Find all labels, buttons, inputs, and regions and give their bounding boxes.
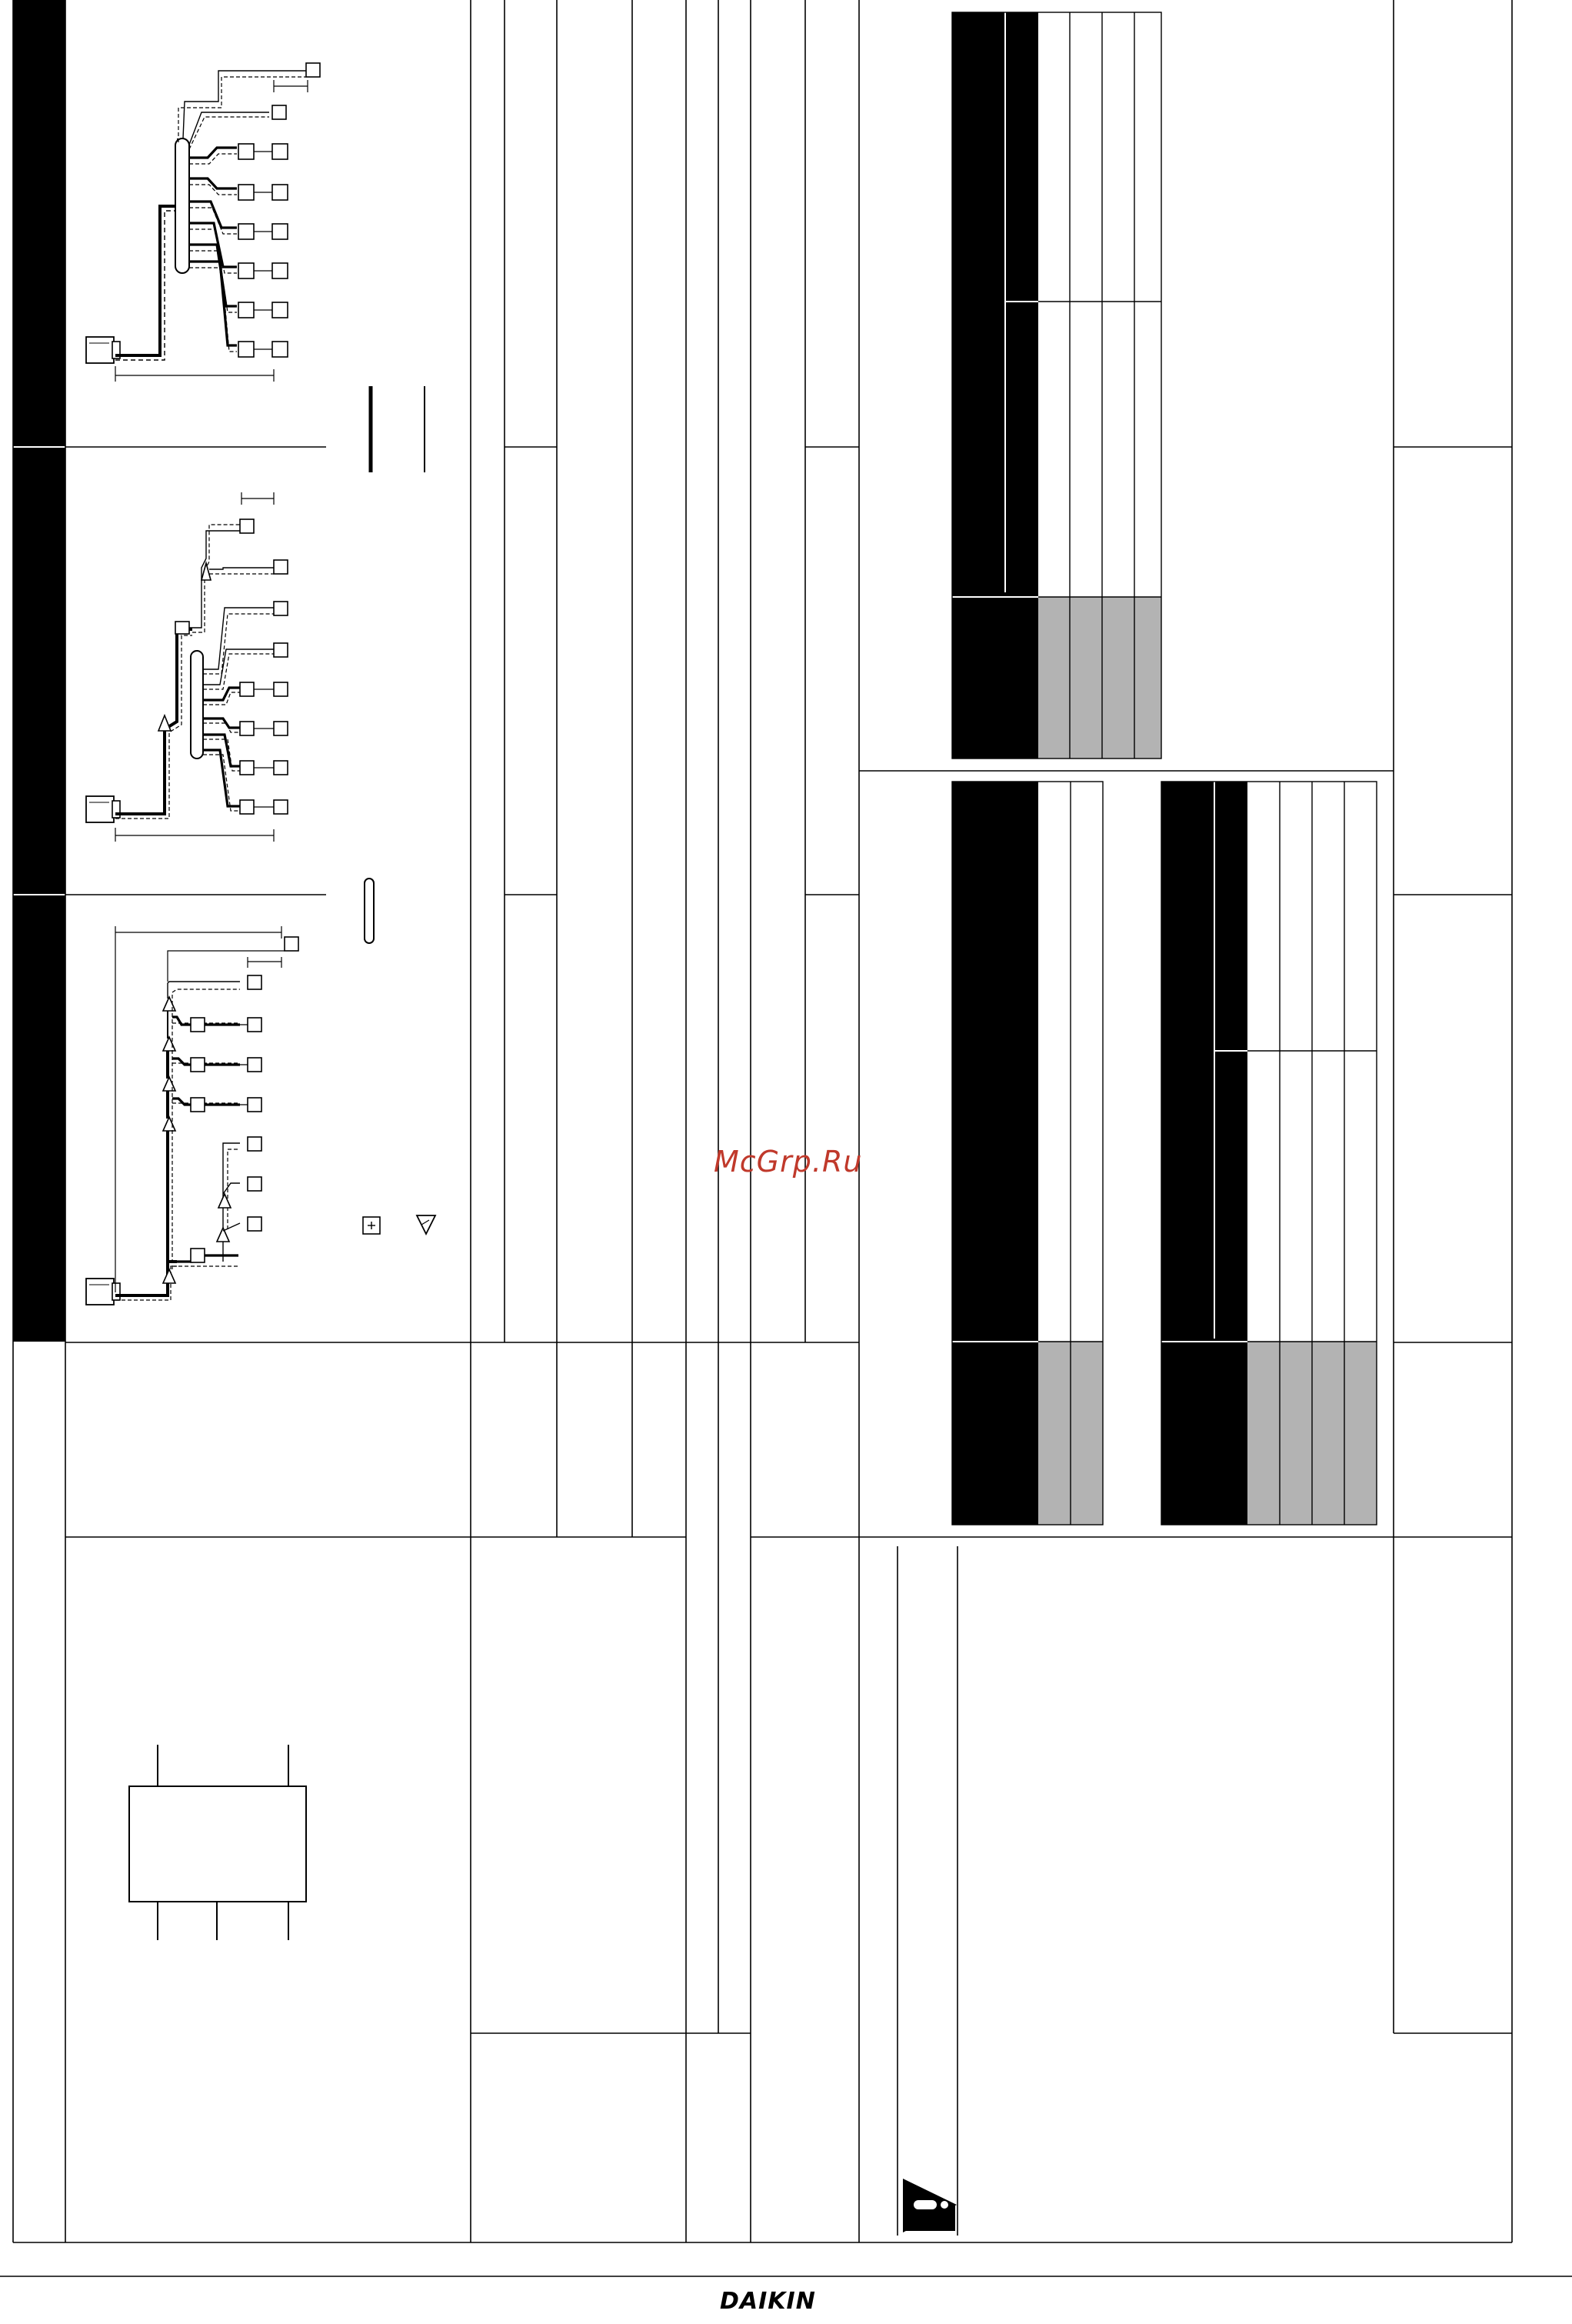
refnet-header-layout — [85, 62, 321, 382]
unit-block-diagram — [128, 1745, 307, 1940]
section-tab-3 — [13, 895, 65, 1342]
refnet-joint-icon — [362, 1215, 437, 1236]
refnet-header-icon — [368, 386, 425, 472]
notice-box — [897, 1546, 958, 2236]
brand-logo: DAIKIN — [720, 2288, 816, 2315]
spec-table-c — [1161, 781, 1377, 1525]
section-tab-2 — [13, 448, 65, 894]
page-grid — [0, 0, 1572, 2277]
spec-table-a — [951, 12, 1162, 759]
spec-table-b — [951, 781, 1104, 1525]
warning-icon — [903, 2179, 957, 2232]
section-tab-1 — [13, 0, 65, 446]
pipe-length-icon — [364, 878, 375, 944]
refnet-joint-layout — [85, 926, 299, 1305]
combined-layout — [85, 492, 288, 842]
watermark-text: McGrp.Ru — [714, 1145, 863, 1179]
